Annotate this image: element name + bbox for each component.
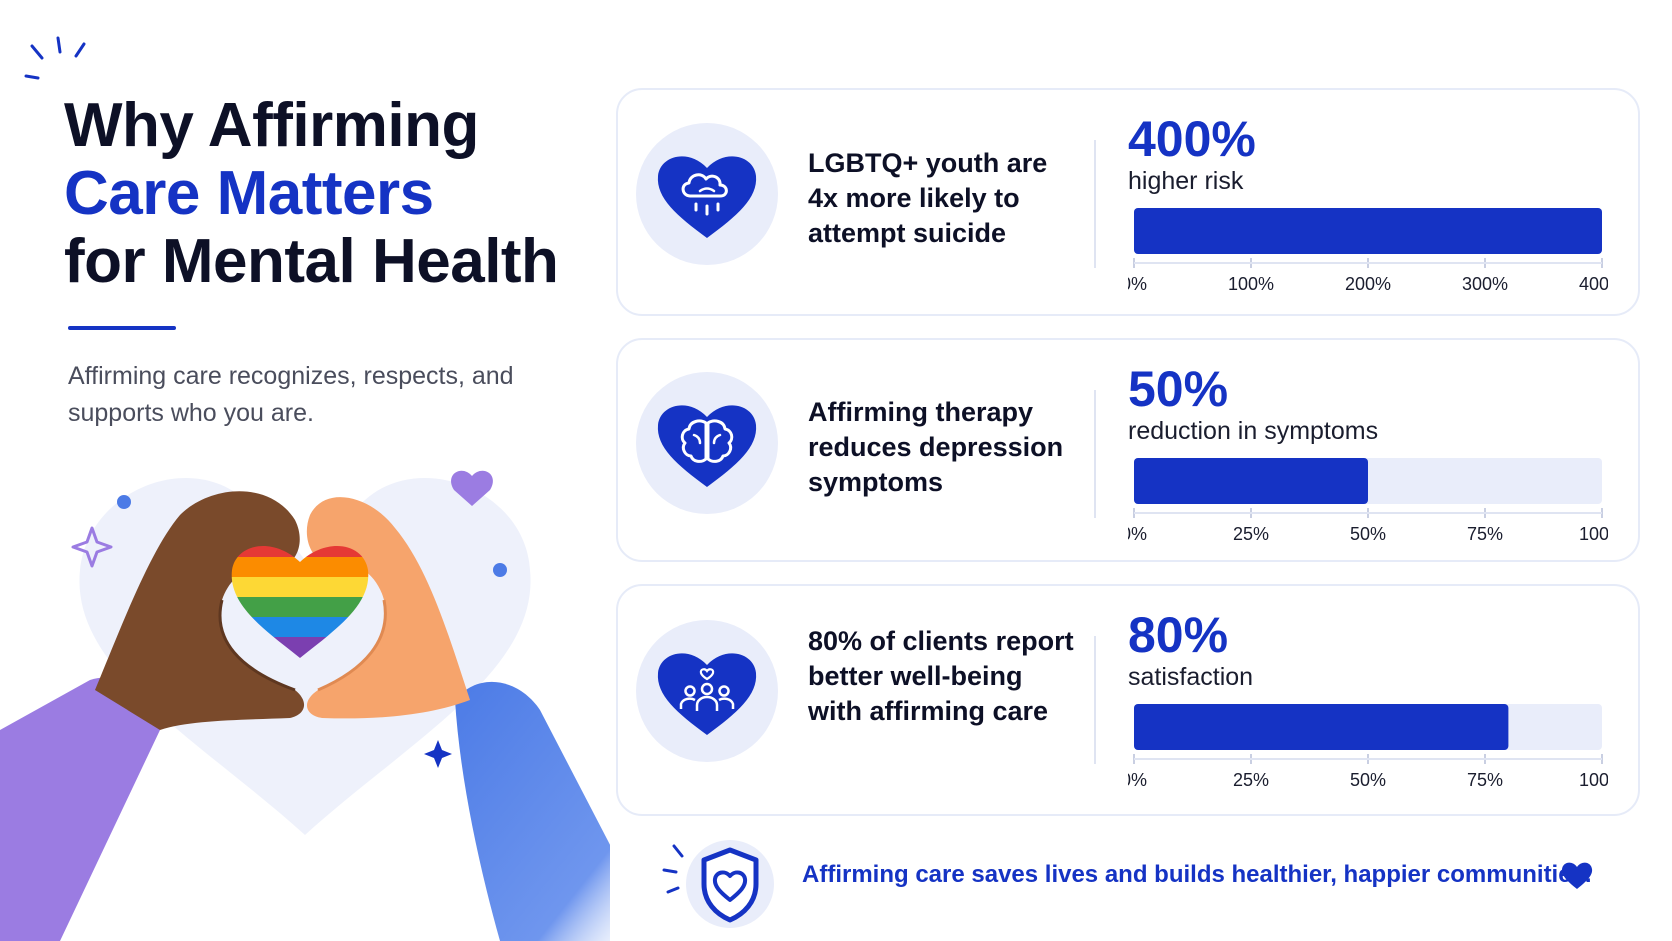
bar-value [1134, 704, 1509, 750]
title-line-3: for Mental Health [64, 227, 559, 296]
icon-circle [636, 372, 778, 514]
bar-chart-satisfaction: 0% 25% 50% 75% 100% [1128, 704, 1608, 788]
card-big-value: 50% [1128, 361, 1229, 417]
title-line-1: Why Affirming [64, 91, 479, 160]
heart-icon [1561, 862, 1593, 889]
card-statement: Affirming therapy reduces depression sym… [808, 397, 1064, 497]
bar-chart-depression: 0% 25% 50% 75% 100% [1128, 458, 1608, 542]
page-title: Why Affirming Care Matters for Mental He… [64, 91, 559, 296]
card-caption: satisfaction [1128, 663, 1254, 691]
icon-circle [636, 620, 778, 762]
title-line-2: Care Matters [64, 159, 434, 228]
tick-label: 100% [1579, 770, 1608, 788]
tick-label: 25% [1233, 524, 1269, 542]
card-divider [1094, 140, 1096, 268]
tick-label: 100% [1228, 274, 1274, 292]
tick-label: 0% [1128, 274, 1147, 292]
shield-heart-icon [662, 840, 774, 928]
tick-label: 0% [1128, 770, 1147, 788]
stat-card-depression: Affirming therapy reduces depression sym… [616, 338, 1640, 562]
card-divider [1094, 636, 1096, 764]
icon-circle [636, 123, 778, 265]
tick-label: 100% [1579, 524, 1608, 542]
card-statement: 80% of clients report better well-being … [808, 626, 1074, 726]
heart-group-icon [657, 653, 757, 735]
tick-label: 25% [1233, 770, 1269, 788]
tick-label: 300% [1462, 274, 1508, 292]
tick-label: 0% [1128, 524, 1147, 542]
footer-message: Affirming care saves lives and builds he… [802, 861, 1592, 888]
tick-label: 400% [1579, 274, 1608, 292]
stat-card-suicide-risk: LGBTQ+ youth are 4x more likely to attem… [616, 88, 1640, 316]
card-statement: LGBTQ+ youth are 4x more likely to attem… [808, 148, 1048, 248]
card-caption: reduction in symptoms [1128, 417, 1379, 445]
tick-label: 50% [1350, 524, 1386, 542]
card-big-value: 400% [1128, 111, 1256, 167]
bar-chart-suicide-risk: 0% 100% 200% 300% 400% [1128, 208, 1608, 292]
intro-panel: Why Affirming Care Matters for Mental He… [0, 0, 610, 941]
title-underline [68, 326, 176, 330]
bar-value [1134, 458, 1368, 504]
page-subtitle: Affirming care recognizes, respects, and… [68, 362, 514, 427]
heart-brain-icon [657, 405, 757, 487]
tick-label: 50% [1350, 770, 1386, 788]
card-caption: higher risk [1128, 167, 1244, 195]
stat-card-satisfaction: 80% of clients report better well-being … [616, 584, 1640, 816]
tick-label: 75% [1467, 770, 1503, 788]
heart-hands-illustration [0, 470, 610, 941]
tick-label: 75% [1467, 524, 1503, 542]
card-big-value: 80% [1128, 607, 1229, 663]
tick-label: 200% [1345, 274, 1391, 292]
heart-cloud-rain-icon [657, 156, 757, 238]
sparkle-burst-icon [24, 36, 86, 80]
card-divider [1094, 390, 1096, 518]
bar-value [1134, 208, 1602, 254]
